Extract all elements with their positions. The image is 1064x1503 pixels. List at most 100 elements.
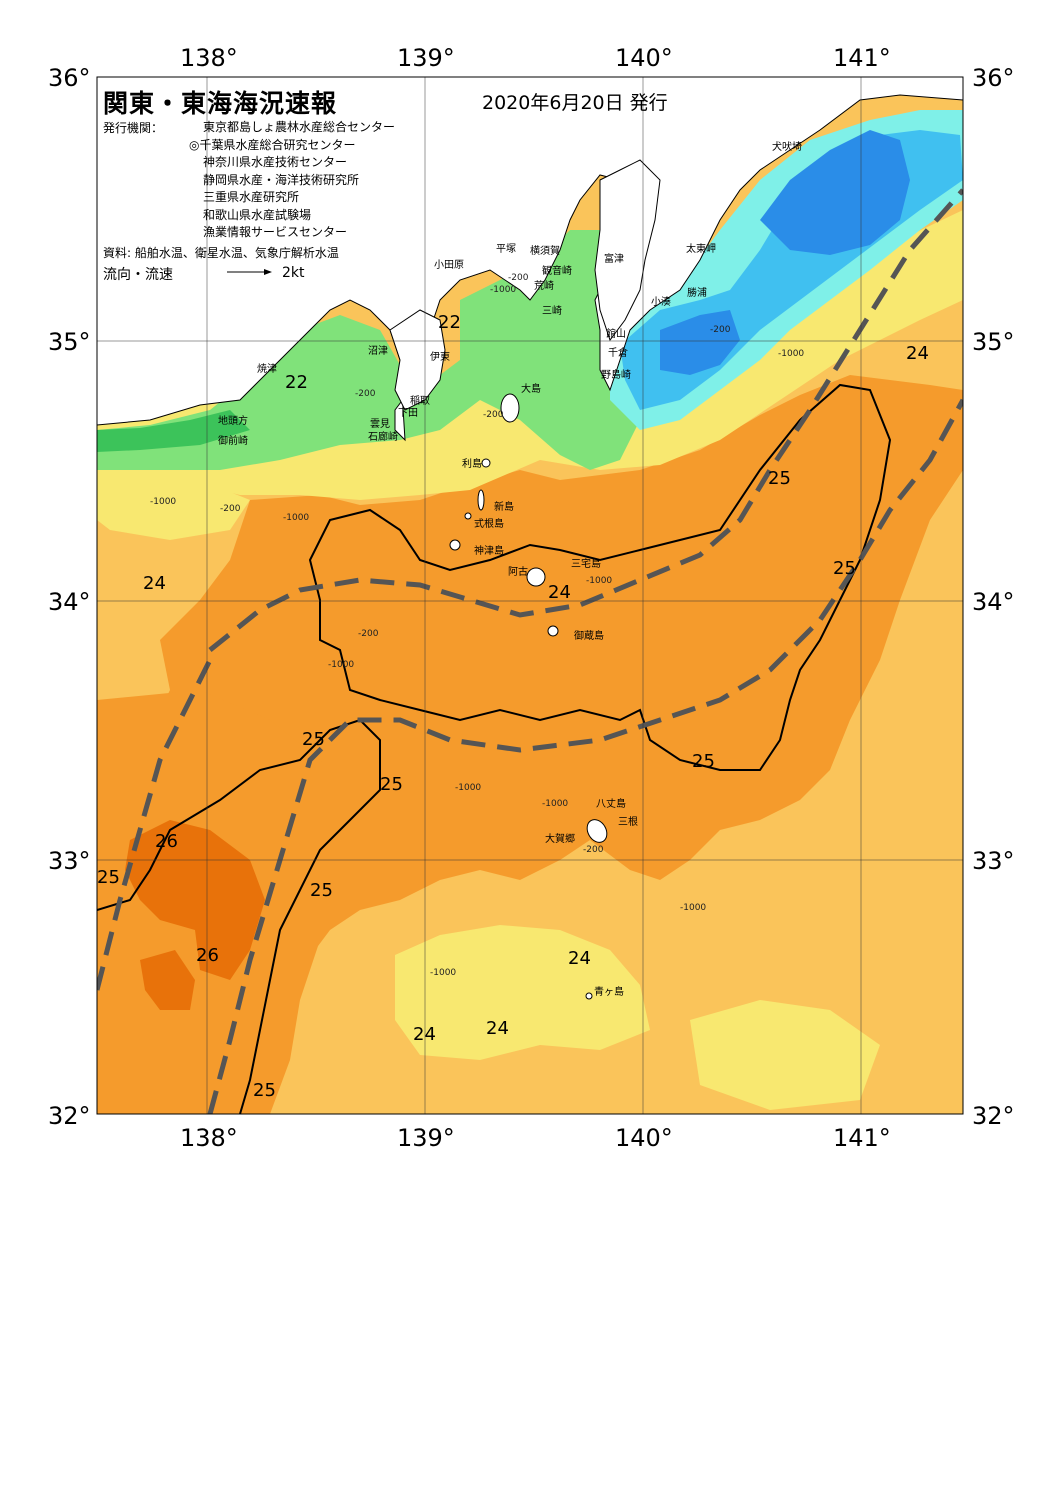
temp-label: 26 — [155, 831, 178, 852]
depth-label: -200 — [710, 325, 731, 335]
temp-label: 22 — [438, 312, 461, 333]
place-oshima: 大島 — [521, 382, 541, 395]
org-item: ◎千葉県水産総合研究センター — [189, 137, 356, 152]
lat-label-34-left: 34° — [48, 588, 91, 616]
lat-label-33-left: 33° — [48, 847, 91, 875]
kuroshio-axis-south — [207, 398, 963, 1114]
temp-label: 25 — [833, 558, 856, 579]
issuing-org-list: 東京都島しょ農林水産総合センター ◎千葉県水産総合研究センター 神奈川県水産技術… — [189, 119, 396, 242]
zone-23 — [395, 925, 650, 1060]
island-kozushima — [449, 539, 461, 551]
depth-label: -200 — [508, 273, 529, 283]
org-item: 和歌山県水産試験場 — [203, 207, 312, 222]
kuroshio-axis-west — [97, 658, 213, 991]
temp-label: 24 — [906, 343, 929, 364]
temperature-labels: 22 22 24 24 25 25 24 25 25 25 25 25 26 2… — [97, 312, 929, 1101]
place-kozushima: 神津島 — [474, 544, 504, 557]
depth-label: -1000 — [778, 349, 804, 359]
place-kannonzaki: 観音崎 — [542, 264, 572, 277]
isotherm-25-sw — [97, 718, 381, 1114]
place-odawara: 小田原 — [434, 259, 464, 271]
place-shikinejima: 式根島 — [474, 517, 504, 530]
org-item: 東京都島しょ農林水産総合センター — [203, 120, 396, 134]
lat-label-36-right: 36° — [972, 64, 1015, 92]
place-futtsu: 富津 — [604, 252, 624, 265]
org-item: 漁業情報サービスセンター — [203, 225, 348, 239]
depth-label: -1000 — [455, 783, 481, 793]
lon-label-139-top: 139° — [397, 44, 455, 72]
org-item: 三重県水産研究所 — [203, 190, 300, 204]
land-honshu — [97, 77, 963, 442]
issuing-org-label: 発行機関： — [103, 121, 164, 135]
depth-label: -200 — [583, 845, 604, 855]
lat-label-32-left: 32° — [48, 1102, 91, 1130]
place-taitomisaki: 太東岬 — [686, 242, 716, 255]
place-inatori: 稲取 — [410, 395, 430, 407]
temp-label: 24 — [413, 1024, 436, 1045]
place-arasaki: 荒崎 — [534, 279, 554, 292]
lon-label-138-bottom: 138° — [180, 1124, 238, 1152]
place-katsuura: 勝浦 — [687, 286, 707, 299]
depth-label: -1000 — [680, 903, 706, 913]
place-names: 犬吠埼 太東岬 勝浦 小湊 富津 横須賀 観音崎 荒崎 三崎 館山 千倉 野島崎… — [218, 140, 802, 998]
place-aogashima: 青ヶ島 — [594, 985, 624, 998]
temp-label: 25 — [302, 729, 325, 750]
temp-label: 24 — [143, 573, 166, 594]
place-yokosuka: 横須賀 — [530, 244, 560, 257]
lat-label-32-right: 32° — [972, 1102, 1015, 1130]
temp-label: 25 — [380, 774, 403, 795]
lon-label-140-bottom: 140° — [615, 1124, 673, 1152]
zone-18 — [660, 310, 740, 375]
place-ako: 阿古 — [508, 565, 528, 578]
place-chikura: 千倉 — [608, 346, 628, 359]
island-aogashima — [585, 992, 593, 1000]
org-item: 静岡県水産・海洋技術研究所 — [203, 172, 360, 187]
temp-label: 25 — [97, 867, 120, 888]
lat-label-34-right: 34° — [972, 588, 1015, 616]
place-niijima: 新島 — [494, 500, 514, 513]
temp-label: 24 — [568, 948, 591, 969]
place-kominato: 小湊 — [651, 295, 671, 308]
flow-scale-label: 2kt — [282, 265, 305, 281]
temp-label: 24 — [548, 582, 571, 603]
zone-26 — [140, 950, 195, 1010]
lon-label-138-top: 138° — [180, 44, 238, 72]
temp-label: 24 — [486, 1018, 509, 1039]
place-ito: 伊東 — [430, 350, 450, 363]
lat-label-33-right: 33° — [972, 847, 1015, 875]
depth-label: -1000 — [542, 799, 568, 809]
place-irozaki: 石廊崎 — [368, 430, 398, 443]
flow-label: 流向・流速 — [103, 267, 173, 283]
flow-scale-arrow — [227, 269, 272, 275]
place-tateyama: 館山 — [606, 327, 626, 340]
issue-date: 2020年6月20日 発行 — [482, 92, 668, 114]
depth-label: -1000 — [430, 968, 456, 978]
island-oshima — [500, 393, 520, 423]
land-izu — [389, 309, 446, 411]
temp-label: 22 — [285, 372, 308, 393]
place-kumomi: 雲見 — [370, 418, 390, 430]
map-frame — [96, 76, 964, 1115]
place-omaezaki: 御前崎 — [218, 434, 248, 447]
depth-label: -200 — [483, 410, 504, 420]
place-okago: 大賀郷 — [545, 832, 575, 845]
isotherm-25 — [308, 383, 892, 771]
axis-labels: 138° 139° 140° 141° 138° 139° 140° 141° … — [48, 44, 1015, 1152]
temp-label: 25 — [692, 751, 715, 772]
temp-label: 25 — [768, 468, 791, 489]
depth-labels: -1000 -200 -200 -1000 -1000 -200 -200 -2… — [150, 273, 804, 978]
place-toshima: 利島 — [462, 457, 482, 470]
island-shikinejima — [464, 512, 472, 520]
lat-label-36-left: 36° — [48, 64, 91, 92]
place-hiratsuka: 平塚 — [496, 243, 516, 255]
island-toshima — [481, 458, 491, 468]
lat-label-35-right: 35° — [972, 328, 1015, 356]
org-item: 神奈川県水産技術センター — [203, 155, 348, 169]
lat-label-35-left: 35° — [48, 328, 91, 356]
depth-label: -1000 — [328, 660, 354, 670]
place-misaki: 三崎 — [542, 304, 562, 317]
zone-23 — [690, 1000, 880, 1110]
depth-label: -200 — [358, 629, 379, 639]
depth-label: -1000 — [490, 285, 516, 295]
